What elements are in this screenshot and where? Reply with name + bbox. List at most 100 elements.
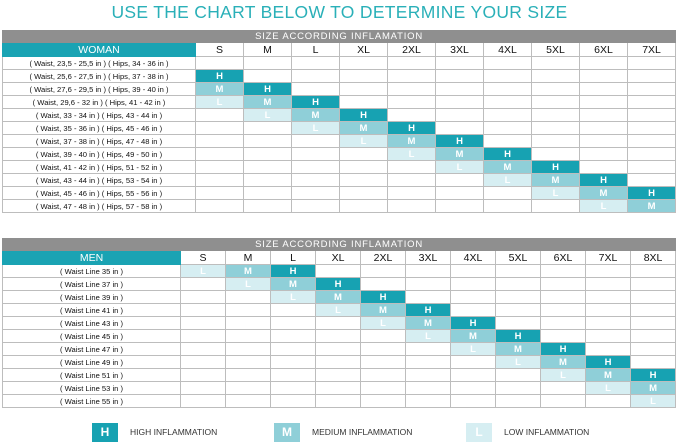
men-fit-cell — [495, 316, 541, 330]
men-fit-cell: H — [585, 355, 631, 369]
woman-fit-cell — [387, 82, 436, 96]
men-fit-cell — [629, 329, 677, 343]
men-fit-cell — [180, 342, 226, 356]
men-fit-cell — [450, 394, 496, 408]
woman-fit-cell — [291, 186, 340, 200]
woman-size-row: ( Waist, 29,6 - 32 in ) ( Hips, 41 - 42 … — [2, 95, 677, 109]
men-fit-cell — [540, 303, 586, 317]
woman-fit-cell — [435, 108, 484, 122]
woman-fit-cell — [483, 121, 532, 135]
woman-fit-cell — [243, 147, 292, 161]
men-corner-label: MEN — [2, 250, 181, 265]
men-measurement-label: ( Waist Line 53 in ) — [2, 381, 181, 395]
men-fit-cell: M — [405, 316, 451, 330]
woman-fit-cell — [626, 82, 677, 96]
woman-fit-cell — [435, 199, 484, 213]
men-fit-cell: L — [270, 290, 316, 304]
woman-fit-cell — [387, 69, 436, 83]
woman-size-header: 4XL — [483, 42, 532, 57]
men-size-row: ( Waist Line 37 in ) L M H — [2, 277, 677, 291]
men-fit-cell — [495, 368, 541, 382]
woman-fit-cell — [291, 147, 340, 161]
men-fit-cell — [450, 303, 496, 317]
men-fit-cell — [629, 277, 677, 291]
woman-size-header: XL — [339, 42, 388, 57]
men-fit-cell — [270, 342, 316, 356]
woman-fit-cell — [243, 69, 292, 83]
men-size-header: 5XL — [495, 250, 541, 265]
men-fit-cell — [450, 355, 496, 369]
woman-size-row: ( Waist, 23,5 - 25,5 in ) ( Hips, 34 - 3… — [2, 56, 677, 70]
men-fit-cell — [450, 368, 496, 382]
woman-fit-cell — [483, 134, 532, 148]
woman-fit-cell — [195, 108, 244, 122]
woman-fit-cell: M — [483, 160, 532, 174]
men-size-row: ( Waist Line 39 in ) L M H — [2, 290, 677, 304]
men-fit-cell: L — [360, 316, 406, 330]
woman-fit-cell: M — [435, 147, 484, 161]
men-fit-cell: L — [629, 394, 677, 408]
woman-size-row: ( Waist, 25,6 - 27,5 in ) ( Hips, 37 - 3… — [2, 69, 677, 83]
woman-fit-cell — [291, 134, 340, 148]
men-size-row: ( Waist Line 43 in ) L M H — [2, 316, 677, 330]
woman-fit-cell — [531, 82, 580, 96]
woman-fit-cell — [626, 121, 677, 135]
men-fit-cell: L — [450, 342, 496, 356]
men-measurement-label: ( Waist Line 43 in ) — [2, 316, 181, 330]
woman-fit-cell — [579, 147, 628, 161]
woman-fit-cell — [387, 160, 436, 174]
woman-size-table: SIZE ACCORDING INFLAMATION WOMAN S M L X… — [1, 30, 677, 213]
men-fit-cell: H — [315, 277, 361, 291]
woman-measurement-label: ( Waist, 43 - 44 in ) ( Hips, 53 - 54 in… — [2, 173, 196, 187]
men-fit-cell — [629, 290, 677, 304]
woman-fit-cell — [195, 160, 244, 174]
woman-fit-cell — [626, 173, 677, 187]
men-size-header: 4XL — [450, 250, 496, 265]
woman-corner-label: WOMAN — [2, 42, 196, 57]
men-fit-cell — [405, 368, 451, 382]
men-fit-cell — [585, 303, 631, 317]
men-fit-cell — [360, 355, 406, 369]
woman-fit-cell — [195, 173, 244, 187]
woman-fit-cell — [531, 95, 580, 109]
men-fit-cell — [540, 316, 586, 330]
men-fit-cell — [360, 381, 406, 395]
men-fit-cell — [495, 277, 541, 291]
men-fit-cell: L — [180, 264, 226, 278]
woman-fit-cell — [291, 82, 340, 96]
men-fit-cell — [270, 355, 316, 369]
men-measurement-label: ( Waist Line 39 in ) — [2, 290, 181, 304]
woman-fit-cell: H — [531, 160, 580, 174]
men-fit-cell: M — [585, 368, 631, 382]
men-fit-cell — [270, 394, 316, 408]
woman-measurement-label: ( Waist, 35 - 36 in ) ( Hips, 45 - 46 in… — [2, 121, 196, 135]
men-size-row: ( Waist Line 55 in ) L — [2, 394, 677, 408]
men-size-row: ( Waist Line 45 in ) L M H — [2, 329, 677, 343]
men-fit-cell — [629, 303, 677, 317]
woman-banner: SIZE ACCORDING INFLAMATION — [1, 30, 677, 43]
woman-fit-cell — [531, 199, 580, 213]
woman-fit-cell — [626, 56, 677, 70]
woman-size-row: ( Waist, 39 - 40 in ) ( Hips, 49 - 50 in… — [2, 147, 677, 161]
woman-measurement-label: ( Waist, 37 - 38 in ) ( Hips, 47 - 48 in… — [2, 134, 196, 148]
men-fit-cell — [270, 368, 316, 382]
woman-fit-cell — [483, 69, 532, 83]
woman-fit-cell — [339, 82, 388, 96]
men-fit-cell — [585, 290, 631, 304]
men-size-row: ( Waist Line 35 in ) L M H — [2, 264, 677, 278]
woman-fit-cell: M — [339, 121, 388, 135]
woman-size-row: ( Waist, 27,6 - 29,5 in ) ( Hips, 39 - 4… — [2, 82, 677, 96]
men-fit-cell — [540, 381, 586, 395]
woman-fit-cell — [387, 56, 436, 70]
men-fit-cell — [495, 290, 541, 304]
woman-fit-cell — [339, 186, 388, 200]
woman-fit-cell — [387, 95, 436, 109]
woman-fit-cell — [435, 82, 484, 96]
men-fit-cell — [270, 316, 316, 330]
woman-fit-cell — [579, 160, 628, 174]
men-measurement-label: ( Waist Line 47 in ) — [2, 342, 181, 356]
men-size-header: 8XL — [629, 250, 677, 265]
woman-measurement-label: ( Waist, 47 - 48 in ) ( Hips, 57 - 58 in… — [2, 199, 196, 213]
woman-fit-cell — [387, 186, 436, 200]
woman-measurement-label: ( Waist, 41 - 42 in ) ( Hips, 51 - 52 in… — [2, 160, 196, 174]
